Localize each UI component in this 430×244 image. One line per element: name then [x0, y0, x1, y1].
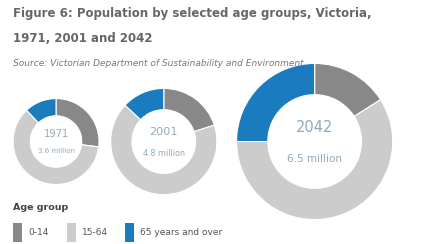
- Wedge shape: [314, 63, 380, 116]
- Wedge shape: [27, 99, 56, 123]
- Text: 1971: 1971: [43, 129, 68, 139]
- Text: 65 years and over: 65 years and over: [139, 228, 221, 237]
- Wedge shape: [56, 99, 99, 147]
- Text: 0-14: 0-14: [28, 228, 48, 237]
- Text: 1971, 2001 and 2042: 1971, 2001 and 2042: [13, 32, 152, 45]
- FancyBboxPatch shape: [13, 223, 22, 242]
- Text: Figure 6: Population by selected age groups, Victoria,: Figure 6: Population by selected age gro…: [13, 7, 371, 20]
- Wedge shape: [236, 63, 314, 142]
- FancyBboxPatch shape: [67, 223, 76, 242]
- Text: Source: Victorian Department of Sustainability and Environment.: Source: Victorian Department of Sustaina…: [13, 59, 306, 68]
- Text: 2042: 2042: [295, 120, 332, 135]
- Text: 3.6 million: 3.6 million: [37, 148, 74, 154]
- Wedge shape: [163, 88, 214, 132]
- Text: 6.5 million: 6.5 million: [286, 154, 341, 164]
- Text: 15-64: 15-64: [82, 228, 108, 237]
- Text: 4.8 million: 4.8 million: [142, 149, 184, 158]
- Wedge shape: [111, 105, 216, 195]
- Text: 2001: 2001: [149, 127, 178, 137]
- Wedge shape: [236, 100, 392, 220]
- Wedge shape: [125, 88, 163, 120]
- Wedge shape: [13, 110, 98, 184]
- Text: Age group: Age group: [13, 203, 68, 212]
- FancyBboxPatch shape: [124, 223, 133, 242]
